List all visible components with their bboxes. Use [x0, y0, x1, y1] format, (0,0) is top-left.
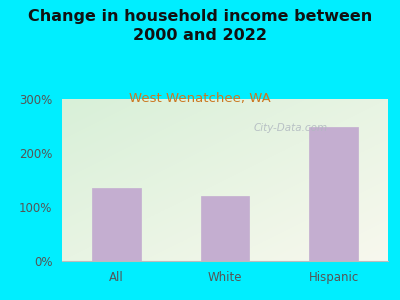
Text: West Wenatchee, WA: West Wenatchee, WA — [129, 92, 271, 104]
Text: City-Data.com: City-Data.com — [253, 123, 327, 133]
Bar — [200, 196, 250, 261]
Bar — [92, 188, 141, 261]
Bar — [309, 127, 358, 261]
Text: Change in household income between
2000 and 2022: Change in household income between 2000 … — [28, 9, 372, 43]
